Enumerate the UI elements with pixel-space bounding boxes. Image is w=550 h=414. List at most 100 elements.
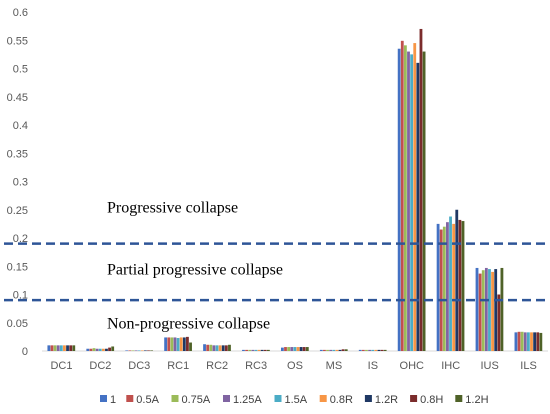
bar-rc2-0_8h	[224, 345, 228, 351]
bar-ius-0_8r	[491, 271, 494, 351]
bar-rc1-0_5a	[167, 337, 171, 351]
legend-label: 1.25A	[233, 394, 262, 406]
y-tick-label: 0.05	[7, 318, 28, 330]
threshold-lines	[4, 242, 548, 302]
bar-dc1-1_5a	[59, 345, 63, 351]
bar-is-0_75a	[365, 349, 368, 351]
legend-label: 0.75A	[182, 394, 211, 406]
bar-ius-1_2h	[500, 267, 504, 351]
bar-ius-0_75a	[481, 270, 485, 351]
legend-swatch	[126, 395, 134, 402]
y-tick-label: 0.2	[13, 233, 28, 245]
bar-rc1-1_2r	[182, 337, 186, 351]
bar-os-0_8r	[296, 347, 300, 351]
legend-label: 1.5A	[285, 394, 308, 406]
legend-label: 1.2H	[465, 394, 488, 406]
bar-ohc-1_2r	[416, 62, 420, 351]
bar-ils-0_5a	[517, 331, 521, 351]
bar-is-0_8h	[380, 349, 384, 351]
bar-ius-1_5a	[488, 269, 491, 351]
bar-rc1-1_25a	[173, 337, 177, 351]
y-axis: 0 0.05 0.1 0.15 0.2 0.25 0.3 0.35 0.4 0.45 0.5 0.55…	[7, 7, 28, 358]
bar-dc1-0_8h	[69, 345, 73, 351]
legend-label: 0.8H	[420, 394, 443, 406]
bar-dc2-0_5a	[89, 348, 93, 351]
x-tick-label: DC1	[50, 360, 72, 372]
bar-ohc-0_8h	[419, 28, 423, 351]
annotation-group: Progressive collapse Partial progressive …	[107, 200, 283, 333]
bar-dc1-1_25a	[56, 345, 60, 351]
bar-dc2-0_8h	[108, 347, 111, 351]
x-tick-label: DC2	[89, 360, 111, 372]
bar-dc2-1	[86, 348, 90, 351]
bar-rc3-0_8r	[257, 349, 261, 351]
bar-os-1_2r	[299, 347, 303, 351]
bar-ohc-1	[397, 48, 401, 351]
y-tick-label: 0.3	[13, 177, 28, 189]
x-tick-label: ILS	[520, 360, 537, 372]
bar-is-1	[358, 349, 362, 351]
legend-swatch	[274, 395, 282, 402]
bar-is-0_8r	[374, 349, 378, 351]
bar-dc3-1_25a	[134, 350, 138, 351]
legend-label: 0.8R	[330, 394, 353, 406]
bar-ils-1_25a	[523, 332, 527, 351]
bar-rc2-0_5a	[206, 344, 210, 351]
x-tick-label: OHC	[400, 360, 425, 372]
bar-is-1_2h	[383, 349, 387, 351]
bar-os-0_75a	[287, 347, 291, 351]
bar-dc2-1_2h	[111, 346, 115, 351]
legend-swatch	[223, 395, 230, 402]
bar-ils-0_8r	[530, 332, 533, 351]
bar-dc2-1_2r	[105, 348, 108, 351]
bar-ihc-0_8h	[458, 219, 462, 351]
bar-dc1-0_8r	[63, 345, 66, 351]
bar-ihc-0_8r	[452, 223, 456, 351]
y-tick-label: 0.25	[7, 205, 28, 217]
bar-ius-1_2r	[494, 269, 498, 351]
bar-is-0_5a	[361, 349, 365, 351]
y-tick-label: 0.5	[13, 64, 28, 76]
bar-ihc-0_75a	[442, 226, 446, 351]
bar-ihc-0_5a	[439, 229, 443, 351]
bar-rc3-1	[242, 349, 245, 351]
legend-swatch	[410, 395, 418, 402]
bar-ms-0_5a	[323, 349, 326, 351]
collapse-zone-label: Progressive collapse	[107, 200, 238, 217]
bar-ius-0_5a	[478, 273, 482, 351]
bar-ms-1_5a	[332, 349, 336, 351]
bar-rc3-1_5a	[254, 349, 258, 351]
x-axis: DC1 DC2 DC3 RC1 RC2 RC3 OS MS IS OHC IHC IUS ILS	[42, 350, 548, 372]
bar-ils-0_75a	[520, 331, 524, 351]
bar-ms-1	[319, 349, 323, 351]
bar-ms-0_8h	[341, 349, 345, 351]
bar-ils-1_2h	[539, 332, 543, 351]
bar-dc2-0_75a	[92, 348, 96, 351]
bar-ils-0_8h	[536, 332, 540, 351]
collapse-zone-label: Partial progressive collapse	[107, 262, 283, 279]
bar-dc1-0_5a	[50, 345, 54, 351]
bar-dc2-0_8r	[101, 348, 105, 351]
bar-rc2-0_75a	[209, 344, 213, 351]
bar-dc3-0_8r	[140, 350, 144, 351]
bar-ms-1_2r	[338, 349, 342, 351]
bar-rc2-1_5a	[215, 345, 219, 351]
bar-ohc-0_5a	[400, 40, 404, 351]
legend-label: 1.2R	[375, 394, 398, 406]
x-tick-label: MS	[326, 360, 343, 372]
collapse-zone-label: Non-progressive collapse	[107, 315, 270, 332]
legend-swatch	[171, 395, 179, 402]
x-tick-label: RC3	[245, 360, 267, 372]
x-tick-label: RC2	[206, 360, 228, 372]
bar-os-1_25a	[290, 347, 294, 351]
bar-rc2-1_25a	[212, 345, 216, 351]
bar-dc3-0_8h	[147, 350, 150, 351]
y-tick-label: 0	[22, 346, 28, 358]
bar-os-0_5a	[284, 347, 287, 351]
y-tick-label: 0.6	[13, 7, 28, 19]
bar-os-0_8h	[302, 347, 306, 351]
legend-swatch	[100, 395, 107, 402]
bar-ms-0_8r	[335, 349, 339, 351]
legend-label: 0.5A	[136, 394, 159, 406]
bar-dc2-1_5a	[98, 348, 102, 351]
